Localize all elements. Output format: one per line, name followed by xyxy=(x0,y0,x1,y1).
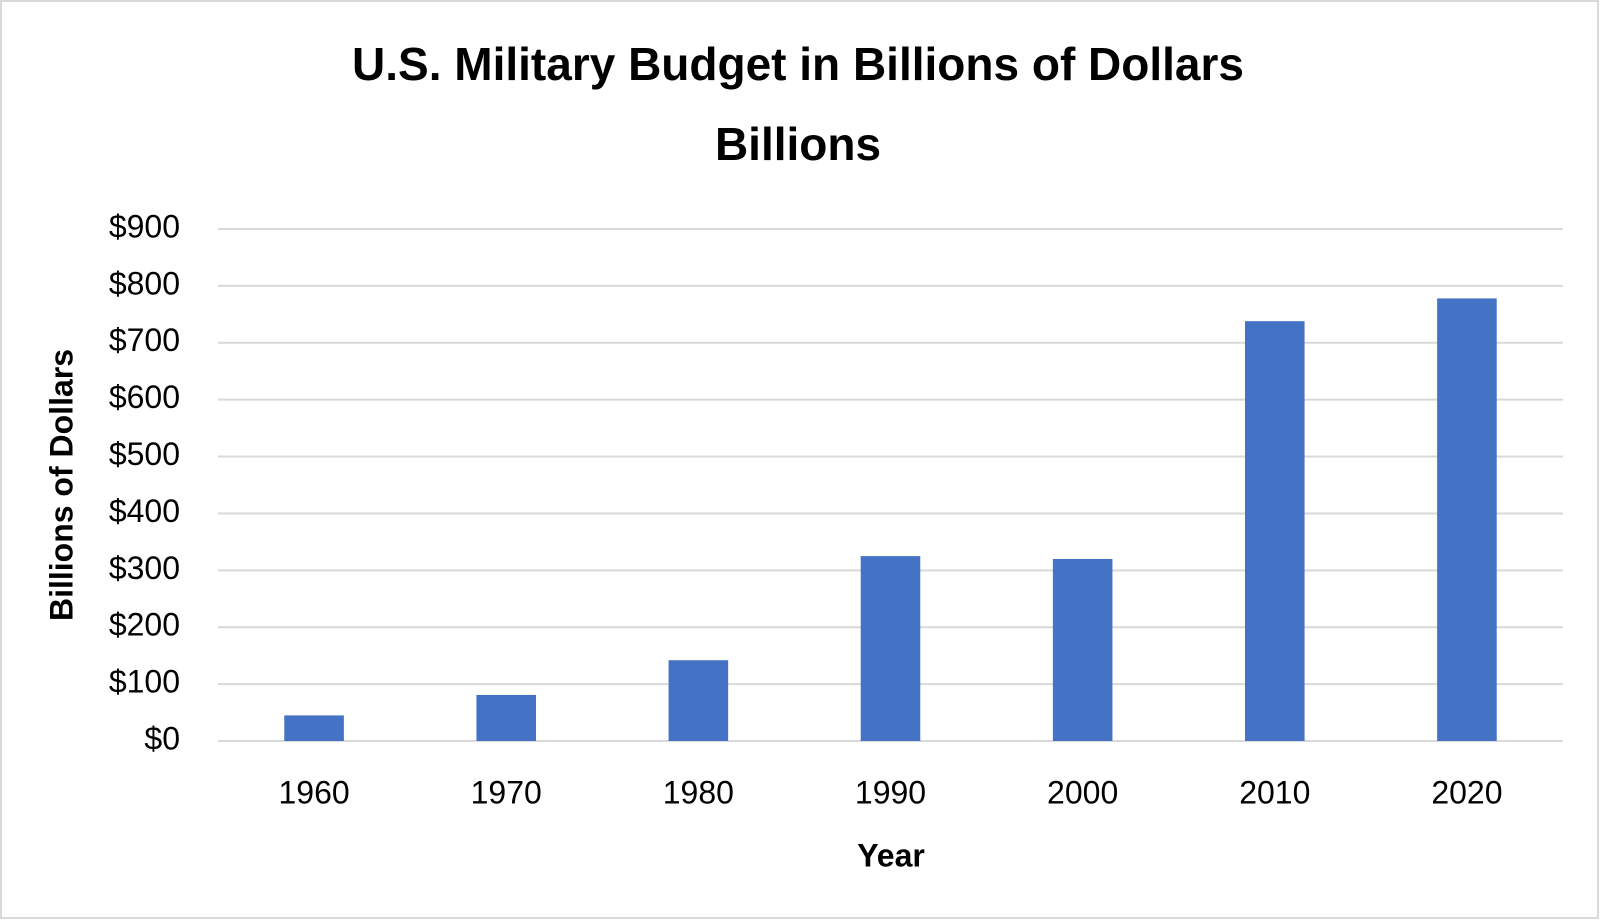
x-tick-label: 1970 xyxy=(471,774,542,810)
y-tick-label: $500 xyxy=(109,436,180,472)
bar xyxy=(1437,298,1497,741)
chart-subtitle: Billions xyxy=(715,118,881,170)
x-tick-label: 2010 xyxy=(1239,774,1310,810)
y-axis-title: Billions of Dollars xyxy=(43,349,79,621)
bar xyxy=(284,715,344,741)
y-tick-label: $200 xyxy=(109,607,180,643)
bar xyxy=(860,556,921,741)
y-tick-label: $300 xyxy=(109,550,180,586)
x-tick-label: 2020 xyxy=(1431,774,1502,810)
y-tick-label: $100 xyxy=(109,664,180,700)
bar xyxy=(1245,321,1305,741)
x-tick-label: 1980 xyxy=(663,774,734,810)
y-tick-label: $700 xyxy=(109,322,180,358)
x-tick-label: 1990 xyxy=(855,774,926,810)
bar xyxy=(476,694,536,741)
y-tick-label: $900 xyxy=(109,208,180,244)
y-tick-label: $800 xyxy=(109,265,180,301)
x-tick-label: 2000 xyxy=(1047,774,1118,810)
bar xyxy=(668,660,729,741)
y-tick-label: $600 xyxy=(109,379,180,415)
y-tick-label: $400 xyxy=(109,493,180,529)
bar xyxy=(1052,558,1113,741)
x-tick-label: 1960 xyxy=(278,774,349,810)
x-axis-title: Year xyxy=(857,837,925,873)
chart-title: U.S. Military Budget in Billions of Doll… xyxy=(352,38,1244,90)
y-tick-label: $0 xyxy=(144,720,180,756)
